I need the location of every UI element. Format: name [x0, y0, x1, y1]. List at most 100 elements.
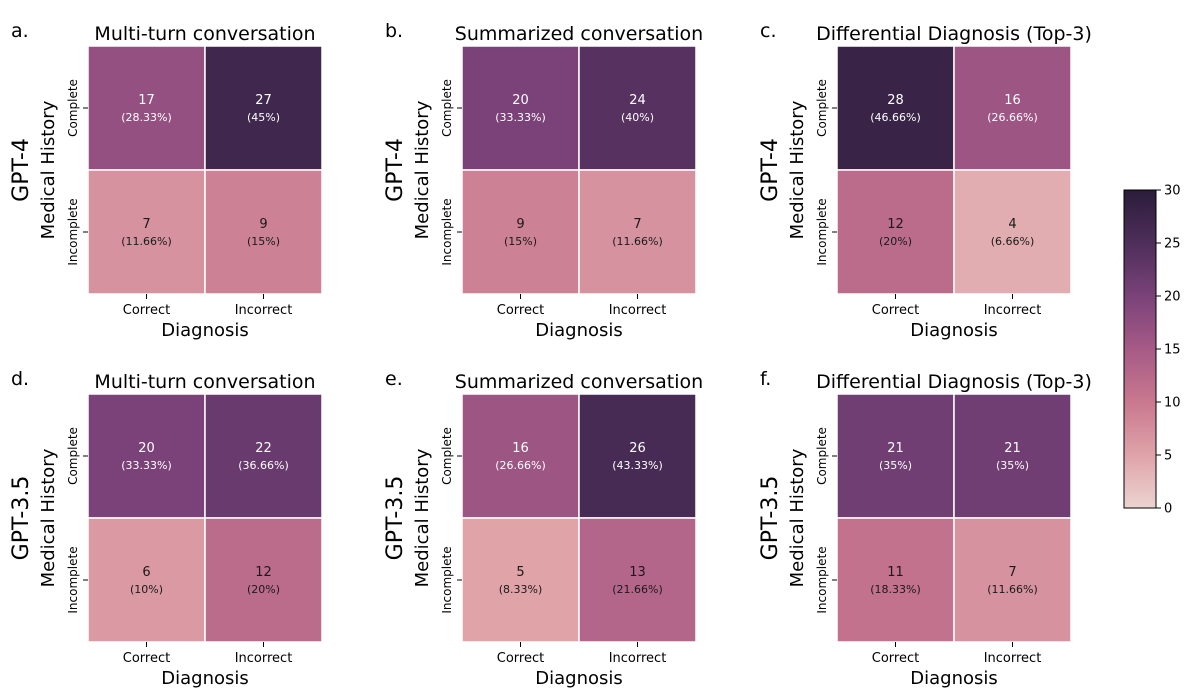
- cell-count-label: 9: [259, 217, 267, 232]
- y-tick-label: Complete: [815, 427, 829, 485]
- y-tick-label: Incomplete: [66, 198, 80, 265]
- x-tick-label: Correct: [872, 303, 919, 318]
- cell-percent-label: (40%): [621, 111, 654, 124]
- heatmap-cell: [953, 45, 1072, 171]
- cell-percent-label: (15%): [247, 235, 280, 248]
- cell-percent-label: (10%): [130, 583, 163, 596]
- heatmap-panel-a: a. Multi-turn conversation 17 (28.33%) 27 (45…: [9, 20, 323, 341]
- heatmap-cell: [578, 45, 697, 171]
- y-tick-label: Incomplete: [440, 198, 454, 265]
- heatmap-cell: [461, 169, 580, 295]
- cell-count-label: 7: [142, 217, 150, 232]
- cell-percent-label: (11.66%): [121, 235, 172, 248]
- cell-percent-label: (26.66%): [495, 459, 546, 472]
- panel-label: b.: [385, 20, 403, 42]
- cell-percent-label: (28.33%): [121, 111, 172, 124]
- x-tick-label: Correct: [872, 651, 919, 666]
- cell-count-label: 7: [633, 217, 641, 232]
- y-axis-label: Medical History: [787, 448, 808, 587]
- x-tick-label: Correct: [497, 303, 544, 318]
- cell-count-label: 16: [512, 441, 529, 456]
- y-tick-label: Incomplete: [815, 546, 829, 613]
- model-label: GPT-4: [9, 138, 34, 202]
- heatmap-cell: [461, 393, 580, 519]
- y-axis-label: Medical History: [787, 100, 808, 239]
- heatmap-cell: [836, 45, 955, 171]
- panel-title: Multi-turn conversation: [94, 371, 315, 393]
- heatmap-cell: [836, 517, 955, 643]
- x-tick-label: Correct: [497, 651, 544, 666]
- heatmap-panel-f: f. Differential Diagnosis (Top-3) 21 (35%) 2…: [758, 368, 1092, 689]
- heatmap-panels: a. Multi-turn conversation 17 (28.33%) 27 (45…: [9, 20, 1092, 689]
- cell-percent-label: (46.66%): [870, 111, 921, 124]
- y-tick-label: Incomplete: [66, 546, 80, 613]
- heatmap-cell: [836, 169, 955, 295]
- colorbar-tick-label: 25: [1164, 237, 1181, 252]
- cell-count-label: 6: [142, 565, 150, 580]
- cell-count-label: 4: [1008, 217, 1016, 232]
- y-tick-label: Incomplete: [440, 546, 454, 613]
- x-tick-label: Incorrect: [235, 303, 293, 318]
- model-label: GPT-3.5: [383, 476, 408, 561]
- x-tick-label: Incorrect: [235, 651, 293, 666]
- cell-count-label: 9: [516, 217, 524, 232]
- cell-count-label: 20: [512, 93, 529, 108]
- panel-label: c.: [760, 20, 777, 42]
- cell-percent-label: (35%): [996, 459, 1029, 472]
- cell-count-label: 28: [887, 93, 904, 108]
- cell-percent-label: (33.33%): [495, 111, 546, 124]
- y-axis-label: Medical History: [412, 100, 433, 239]
- cell-percent-label: (26.66%): [987, 111, 1038, 124]
- cell-percent-label: (20%): [879, 235, 912, 248]
- cell-percent-label: (18.33%): [870, 583, 921, 596]
- colorbar: 0 5 10 15 20 25 30: [1123, 184, 1181, 517]
- heatmap-cell: [204, 45, 323, 171]
- y-axis-label: Medical History: [412, 448, 433, 587]
- heatmap-cell: [87, 393, 206, 519]
- heatmap-cell: [578, 169, 697, 295]
- cell-percent-label: (20%): [247, 583, 280, 596]
- x-axis-label: Diagnosis: [910, 668, 998, 689]
- model-label: GPT-4: [383, 138, 408, 202]
- cell-count-label: 5: [516, 565, 524, 580]
- cell-count-label: 26: [629, 441, 646, 456]
- cell-percent-label: (43.33%): [612, 459, 663, 472]
- colorbar-tick-label: 0: [1164, 502, 1172, 517]
- panel-title: Summarized conversation: [455, 371, 703, 393]
- model-label: GPT-4: [758, 138, 783, 202]
- cell-count-label: 21: [1004, 441, 1021, 456]
- cell-count-label: 12: [887, 217, 904, 232]
- panel-title: Differential Diagnosis (Top-3): [816, 371, 1092, 393]
- heatmap-cell: [87, 45, 206, 171]
- heatmap-cell: [461, 517, 580, 643]
- cell-count-label: 27: [255, 93, 272, 108]
- panel-title: Multi-turn conversation: [94, 23, 315, 45]
- y-tick-label: Complete: [66, 79, 80, 137]
- x-axis-label: Diagnosis: [161, 320, 249, 341]
- cell-percent-label: (21.66%): [612, 583, 663, 596]
- panel-label: f.: [760, 368, 771, 390]
- x-axis-label: Diagnosis: [535, 668, 623, 689]
- cell-count-label: 7: [1008, 565, 1016, 580]
- y-tick-label: Complete: [815, 79, 829, 137]
- y-axis-label: Medical History: [38, 100, 59, 239]
- x-tick-label: Incorrect: [984, 651, 1042, 666]
- heatmap-cell: [204, 169, 323, 295]
- colorbar-tick-label: 20: [1164, 290, 1181, 305]
- x-axis-label: Diagnosis: [535, 320, 623, 341]
- cell-count-label: 16: [1004, 93, 1021, 108]
- cell-percent-label: (11.66%): [987, 583, 1038, 596]
- x-axis-label: Diagnosis: [910, 320, 998, 341]
- colorbar-tick-label: 30: [1164, 184, 1181, 199]
- cell-count-label: 12: [255, 565, 272, 580]
- heatmap-cell: [953, 517, 1072, 643]
- x-tick-label: Correct: [123, 651, 170, 666]
- y-tick-label: Complete: [440, 427, 454, 485]
- y-tick-label: Complete: [66, 427, 80, 485]
- x-tick-label: Incorrect: [609, 303, 667, 318]
- model-label: GPT-3.5: [758, 476, 783, 561]
- cell-count-label: 21: [887, 441, 904, 456]
- colorbar-gradient: [1123, 189, 1157, 509]
- heatmap-cell: [578, 517, 697, 643]
- x-tick-label: Correct: [123, 303, 170, 318]
